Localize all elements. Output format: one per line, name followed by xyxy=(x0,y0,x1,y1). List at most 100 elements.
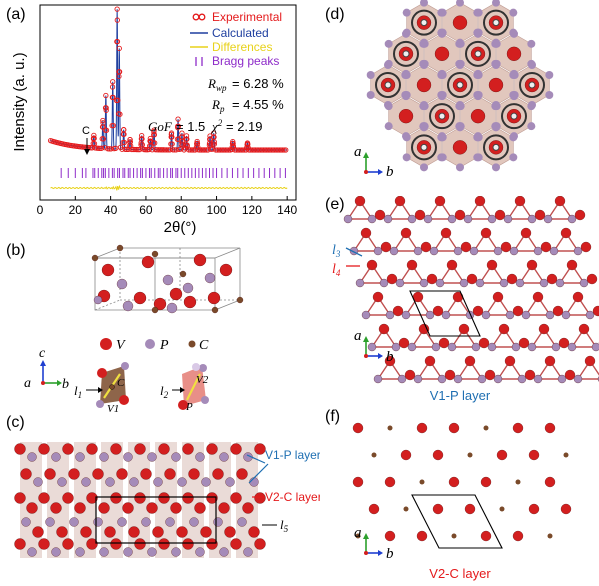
v1p-arrow-2 xyxy=(248,463,269,484)
atom xyxy=(510,112,518,120)
axes-triad-d: a b xyxy=(354,144,394,180)
atom xyxy=(512,305,524,317)
atom xyxy=(170,502,182,514)
experimental-point xyxy=(122,146,128,152)
atom xyxy=(560,227,572,239)
atom xyxy=(456,59,465,68)
atom xyxy=(416,422,428,434)
axis-b-label: b xyxy=(62,377,69,392)
experimental-point xyxy=(184,142,190,148)
x-tick-label: 20 xyxy=(69,203,83,217)
atom xyxy=(26,502,38,514)
chi2-label: χ2 xyxy=(210,118,223,134)
experimental-point xyxy=(121,139,127,146)
atom xyxy=(151,306,159,314)
atom xyxy=(419,278,429,288)
atom xyxy=(480,227,492,239)
atom xyxy=(438,8,447,17)
atom xyxy=(580,241,592,253)
experimental-point xyxy=(211,141,218,147)
atom xyxy=(555,278,565,288)
atom xyxy=(392,305,404,317)
rwp-value: = 6.28 % xyxy=(232,76,284,91)
atom xyxy=(164,468,176,480)
atom xyxy=(385,310,395,320)
experimental-point xyxy=(91,140,98,147)
ring xyxy=(429,103,455,130)
v1p-layer-caption: V1-P layer xyxy=(430,388,491,403)
atom xyxy=(517,374,527,384)
l5-label: l5 xyxy=(280,517,289,534)
atom xyxy=(456,163,464,172)
experimental-point xyxy=(168,130,175,136)
v2-octahedron xyxy=(178,363,209,410)
legend-bragg-peaks: Bragg peaks xyxy=(212,54,279,68)
atom xyxy=(552,305,564,317)
experimental-point xyxy=(151,132,158,138)
atom xyxy=(403,506,409,512)
atom xyxy=(540,241,552,253)
atom xyxy=(527,342,537,352)
experimental-points xyxy=(47,6,289,153)
axis-b-label-e: b xyxy=(386,349,394,365)
atom xyxy=(182,282,194,294)
atom xyxy=(207,291,221,305)
experimental-point xyxy=(173,147,179,153)
x-axis-ticks: 0 20 40 60 80 100 120 140 xyxy=(37,196,298,217)
difference-line xyxy=(50,184,288,191)
atom xyxy=(182,538,194,550)
atom xyxy=(474,50,482,58)
ring xyxy=(501,103,527,130)
atom xyxy=(206,538,218,550)
atom xyxy=(81,477,91,487)
atom xyxy=(389,246,399,256)
atom xyxy=(212,468,224,480)
atom xyxy=(80,526,92,538)
atom xyxy=(402,153,411,162)
l1-label: l1 xyxy=(74,383,82,400)
atom xyxy=(528,503,540,515)
atom xyxy=(518,337,530,349)
atom xyxy=(384,476,396,488)
atom xyxy=(494,209,506,221)
v1p-layer-atoms xyxy=(343,196,599,384)
atom xyxy=(404,369,416,381)
atom xyxy=(158,443,170,455)
atom xyxy=(544,422,556,434)
atom xyxy=(177,477,187,487)
atom xyxy=(379,278,389,288)
atom xyxy=(57,477,67,487)
atom xyxy=(45,517,55,527)
atom xyxy=(498,323,510,335)
atom xyxy=(549,246,559,256)
p-atom-legend-label: P xyxy=(159,338,169,353)
atom xyxy=(27,452,37,462)
atom xyxy=(354,196,366,207)
atom xyxy=(480,476,492,488)
legend-marker-experimental-2 xyxy=(198,13,206,21)
experimental-point xyxy=(169,134,175,140)
atom xyxy=(407,342,417,352)
atom xyxy=(434,46,450,61)
v2c-layer-atoms xyxy=(352,422,572,542)
peak-annotation-arrowhead xyxy=(84,149,90,155)
atom xyxy=(420,102,429,111)
atom xyxy=(110,538,122,550)
atom xyxy=(515,479,521,485)
panel-label-a: (a) xyxy=(6,6,26,23)
atom xyxy=(487,214,497,224)
atom xyxy=(431,342,441,352)
atom xyxy=(474,196,486,207)
experimental-point xyxy=(175,123,182,129)
experimental-point xyxy=(202,147,208,153)
atom xyxy=(438,28,447,37)
atom xyxy=(524,369,536,381)
bragg-peak-ticks xyxy=(60,168,286,178)
atom xyxy=(447,214,457,224)
atom xyxy=(534,209,546,221)
atom xyxy=(116,244,124,252)
experimental-point xyxy=(116,45,122,52)
atom xyxy=(554,196,566,207)
atom xyxy=(218,502,230,514)
legend: Experimental Calculated Differences Brag… xyxy=(190,10,282,68)
